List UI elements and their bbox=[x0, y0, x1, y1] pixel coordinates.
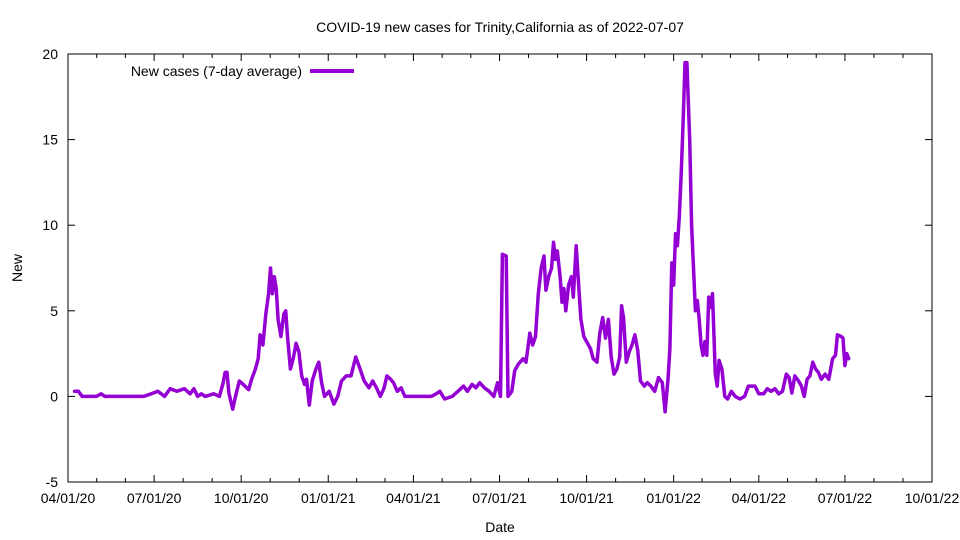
x-tick-label: 01/01/22 bbox=[646, 490, 701, 506]
legend-label: New cases (7-day average) bbox=[131, 63, 302, 79]
y-tick-label: 0 bbox=[50, 388, 58, 404]
x-tick-label: 10/01/20 bbox=[214, 490, 269, 506]
series-line-0 bbox=[72, 60, 851, 414]
y-tick-label: -5 bbox=[46, 474, 59, 490]
series-layer bbox=[72, 60, 851, 414]
x-tick-label: 07/01/21 bbox=[472, 490, 527, 506]
x-axis: 04/01/20 07/01/20 10/01/20 01/01/21 04/01/21… bbox=[41, 54, 960, 506]
x-tick-label: 10/01/21 bbox=[559, 490, 614, 506]
y-tick-label: 20 bbox=[42, 46, 58, 62]
plot-area-border bbox=[67, 53, 933, 483]
x-tick-label: 01/01/21 bbox=[301, 490, 356, 506]
x-tick-label: 04/01/22 bbox=[732, 490, 787, 506]
legend: New cases (7-day average) bbox=[131, 63, 354, 79]
x-tick-label: 07/01/22 bbox=[818, 490, 873, 506]
x-tick-label: 04/01/21 bbox=[386, 490, 441, 506]
y-tick-label: 10 bbox=[42, 217, 58, 233]
x-tick-label: 07/01/20 bbox=[127, 490, 182, 506]
x-tick-label: 04/01/20 bbox=[41, 490, 96, 506]
y-tick-label: 15 bbox=[42, 132, 58, 148]
y-tick-label: 5 bbox=[50, 303, 58, 319]
y-axis-label: New bbox=[9, 253, 25, 282]
x-tick-label: 10/01/22 bbox=[905, 490, 960, 506]
chart-title: COVID-19 new cases for Trinity,Californi… bbox=[316, 19, 684, 35]
y-axis: -5 0 5 10 15 20 bbox=[42, 46, 932, 490]
x-axis-label: Date bbox=[485, 519, 515, 535]
